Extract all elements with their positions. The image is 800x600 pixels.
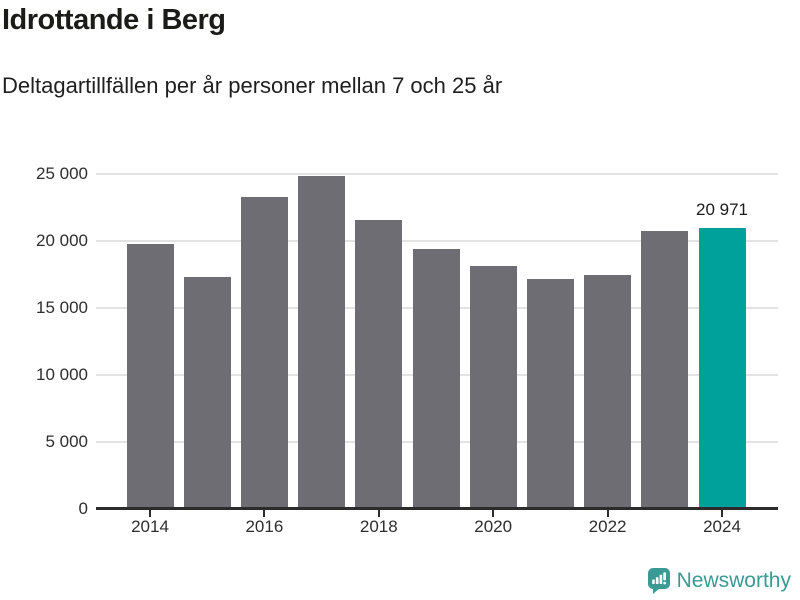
x-axis-label: 2024 — [703, 517, 741, 536]
x-axis-label: 2018 — [359, 517, 398, 536]
y-axis-label: 10 000 — [36, 364, 88, 384]
x-axis-tick — [263, 510, 266, 517]
x-axis-tick — [377, 510, 380, 517]
gridline — [96, 239, 778, 242]
bar — [355, 219, 403, 509]
bar — [412, 248, 460, 509]
brand-footer: Newsworthy — [647, 568, 791, 594]
bar — [584, 274, 632, 509]
x-axis-tick — [492, 510, 495, 517]
page-subtitle: Deltagartillfällen per år personer mella… — [2, 73, 503, 98]
x-axis-tick — [606, 510, 609, 517]
bar — [526, 279, 574, 509]
x-axis-tick — [149, 510, 151, 517]
brand-name: Newsworthy — [676, 569, 791, 592]
bar — [126, 244, 174, 509]
plot-area: 20 971 — [96, 167, 778, 509]
bar-value-label: 20 971 — [696, 199, 748, 219]
x-axis-tick — [721, 510, 723, 517]
x-axis-label: 2016 — [245, 517, 284, 536]
y-axis-label: 15 000 — [36, 297, 88, 317]
bar — [183, 276, 231, 509]
newsworthy-logo-icon — [647, 568, 670, 594]
x-axis-label: 2022 — [588, 517, 627, 536]
bar-highlighted — [698, 227, 746, 509]
bar — [469, 266, 517, 509]
y-axis-label: 25 000 — [36, 163, 88, 183]
gridline — [96, 172, 778, 175]
bar — [298, 175, 346, 509]
bar — [240, 197, 288, 509]
page-title: Idrottande i Berg — [2, 4, 226, 36]
x-axis-label: 2014 — [131, 517, 169, 536]
y-axis-label: 5 000 — [45, 431, 88, 451]
x-axis-label: 2020 — [474, 517, 513, 536]
y-axis: 25 000 20 000 15 000 10 000 5 000 0 — [0, 0, 88, 600]
x-axis-baseline — [96, 507, 778, 510]
y-axis-label: 0 — [78, 499, 88, 518]
bar — [641, 230, 689, 509]
y-axis-label: 20 000 — [36, 230, 88, 250]
